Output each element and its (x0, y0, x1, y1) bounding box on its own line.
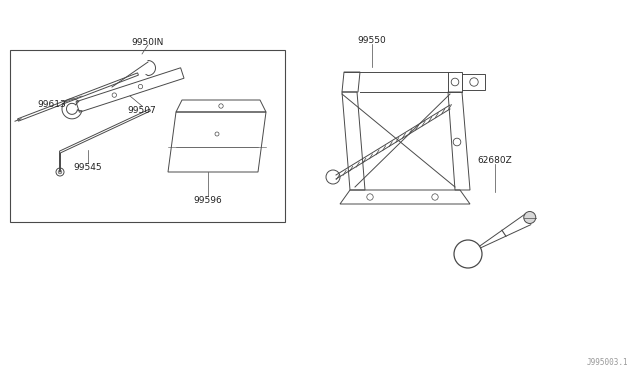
Text: 9950IN: 9950IN (132, 38, 164, 46)
Text: 99550: 99550 (358, 35, 387, 45)
Text: 99596: 99596 (194, 196, 222, 205)
Text: 62680Z: 62680Z (477, 155, 513, 164)
Text: 99613: 99613 (38, 99, 67, 109)
Bar (10, 50, 285, 222)
Text: 99545: 99545 (74, 163, 102, 171)
Text: 99507: 99507 (127, 106, 156, 115)
Circle shape (524, 212, 536, 224)
Text: J995003.1: J995003.1 (586, 358, 628, 367)
